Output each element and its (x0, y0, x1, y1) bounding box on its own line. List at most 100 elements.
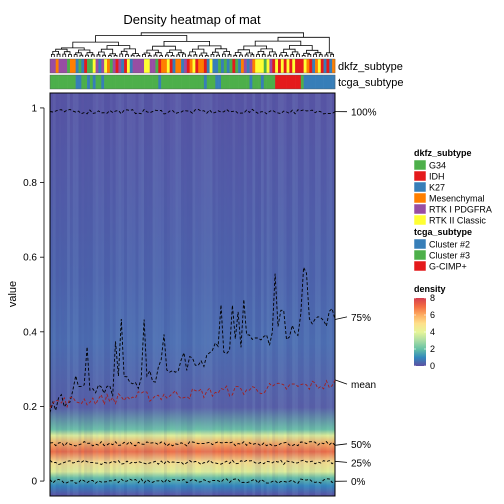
dkfz-annotation-cell (232, 59, 236, 73)
heatmap-column (295, 93, 298, 496)
tcga-annotation-cell (235, 75, 239, 89)
tcga-annotation-cell (169, 75, 173, 89)
heatmap-column (235, 93, 239, 496)
heatmap-column (263, 93, 267, 496)
dendrogram-branch (233, 54, 238, 57)
dkfz-annotation-cell (138, 59, 142, 73)
dendrogram-branch (102, 54, 106, 57)
dkfz-annotation-cell (320, 59, 324, 73)
tcga-annotation-cell (152, 75, 156, 89)
dkfz-annotation-cell (161, 59, 165, 73)
tcga-annotation-cell (326, 75, 330, 89)
tcga-annotation-cell (289, 75, 293, 89)
heatmap-column (181, 93, 184, 496)
tcga-annotation-cell (272, 75, 276, 89)
tcga-annotation-cell (315, 75, 319, 89)
y-tick-label: 0.2 (23, 402, 37, 413)
heatmap-column (118, 93, 122, 496)
heatmap-column (232, 93, 236, 496)
heatmap-column (132, 93, 136, 496)
heatmap-column (332, 93, 335, 496)
dendrogram-branch (306, 49, 319, 54)
legend-item-label: Mesenchymal (429, 194, 485, 204)
dendrogram-branch (155, 52, 162, 56)
density-tick-label: 8 (430, 293, 435, 303)
heatmap-column (146, 93, 150, 496)
tcga-annotation-cell (238, 75, 242, 89)
dendrogram-branch (85, 54, 89, 57)
heatmap-column (72, 93, 76, 496)
dkfz-annotation-cell (297, 59, 302, 73)
dkfz-annotation-cell (206, 59, 210, 73)
tcga-annotation-cell (135, 75, 139, 89)
column-dendrogram (51, 32, 334, 57)
dendrogram-branch (227, 54, 232, 57)
dendrogram-branch (163, 41, 210, 47)
heatmap-column (206, 93, 210, 496)
heatmap-column (260, 93, 264, 496)
quantile-leader (334, 443, 348, 446)
dkfz-annotation-cell (172, 59, 176, 73)
dendrogram-branch (277, 36, 330, 53)
dendrogram-branch (187, 54, 192, 57)
y-tick-label: 0.8 (23, 178, 37, 189)
dkfz-annotation-cell (146, 59, 151, 73)
legend-item-label: RTK II Classic (429, 216, 486, 226)
dendrogram-branch (113, 55, 118, 57)
dkfz-annotation-cell (183, 59, 188, 73)
tcga-annotation-cell (115, 75, 119, 89)
heatmap-column (98, 93, 102, 496)
quantile-label: mean (351, 380, 376, 391)
heatmap-column (258, 93, 261, 496)
dendrogram-branch (106, 45, 131, 50)
dendrogram-branch (120, 50, 128, 55)
dkfz-annotation-cell (92, 59, 96, 73)
density-colorbar (414, 298, 426, 366)
tcga-annotation-cell (189, 75, 193, 89)
dkfz-annotation-cell (164, 59, 168, 73)
tcga-annotation-cell (58, 75, 62, 89)
dendrogram-branch (244, 54, 249, 57)
dendrogram-branch (86, 52, 94, 56)
dkfz-annotation-cell (209, 59, 213, 73)
tcga-annotation-cell (275, 75, 279, 89)
density-tick-label: 0 (430, 361, 435, 371)
quantile-line-1 (49, 265, 336, 413)
tcga-annotation-cell (149, 75, 153, 89)
dkfz-annotation-cell (101, 59, 105, 73)
tcga-annotation-cell (107, 75, 111, 89)
legend-swatch (413, 214, 427, 226)
dkfz-annotation-cell (144, 59, 148, 73)
dendrogram-branch (152, 45, 176, 51)
tcga-annotation-cell (112, 75, 116, 89)
dkfz-annotation-cell (132, 59, 136, 73)
heatmap-column (183, 93, 187, 496)
dkfz-annotation-cell (212, 59, 216, 73)
dkfz-annotation-cell (87, 59, 91, 73)
y-tick-label: 0.4 (23, 327, 37, 338)
dkfz-annotation-cell (104, 59, 108, 73)
heatmap-column (61, 93, 65, 496)
heatmap-column (52, 93, 56, 496)
heatmap-column (166, 93, 170, 496)
dkfz-annotation-cell (243, 59, 247, 73)
heatmap-column (283, 93, 287, 496)
tcga-annotation-cell (283, 75, 287, 89)
dendrogram-branch (222, 53, 226, 57)
dendrogram-branch (108, 55, 112, 57)
chart-title: Density heatmap of mat (123, 12, 261, 27)
dendrogram-branch (301, 55, 306, 57)
heatmap-column (104, 93, 107, 496)
dendrogram-branch (98, 51, 105, 56)
dendrogram-branch (123, 48, 136, 54)
heatmap-column (315, 93, 318, 496)
heatmap-column (255, 93, 259, 496)
dendrogram-branch (296, 53, 300, 57)
tcga-annotation-cell (75, 75, 79, 89)
y-axis-title: value (7, 281, 19, 307)
tcga-annotation-cell (164, 75, 168, 89)
heatmap-column (81, 93, 85, 496)
dendrogram-branch (290, 54, 295, 57)
dkfz-annotation-cell (64, 59, 68, 73)
